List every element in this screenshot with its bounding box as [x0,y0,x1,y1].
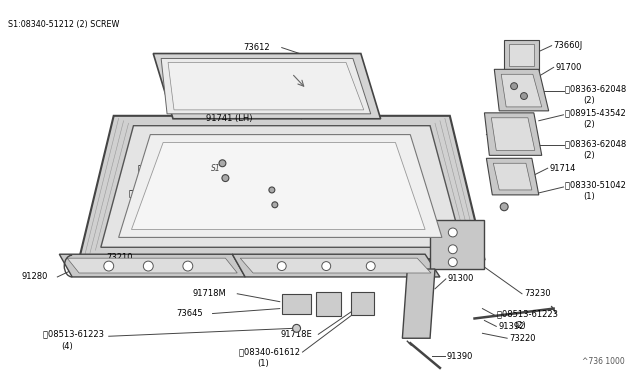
Polygon shape [351,292,374,314]
Text: Ⓢ​08513-61223: Ⓢ​08513-61223 [497,309,558,318]
Text: 91390: 91390 [447,352,473,360]
Polygon shape [161,58,371,114]
Text: 91741 (LH): 91741 (LH) [205,114,252,123]
Text: (4): (4) [156,176,168,185]
Circle shape [500,203,508,211]
Text: (2): (2) [514,321,526,330]
Text: 91746M: 91746M [310,208,344,217]
Polygon shape [504,40,539,71]
Polygon shape [430,219,484,269]
Text: 73220: 73220 [509,334,536,343]
Circle shape [183,261,193,271]
Text: 73612: 73612 [243,43,270,52]
Polygon shape [494,69,548,111]
Circle shape [520,93,527,99]
Text: 73660J: 73660J [554,41,583,50]
Text: Ⓢ​08363-62048: Ⓢ​08363-62048 [566,139,627,148]
Text: Ⓜ​08915-43542: Ⓜ​08915-43542 [566,108,626,117]
Polygon shape [168,62,364,110]
Polygon shape [492,118,535,150]
Text: 91718M: 91718M [193,289,227,298]
Text: 91710: 91710 [494,126,521,135]
Text: (2): (2) [583,151,595,160]
Text: 73630: 73630 [194,217,221,226]
Text: 91714: 91714 [550,164,576,173]
Text: 73230: 73230 [524,289,550,298]
Circle shape [272,202,278,208]
Text: 91392: 91392 [499,322,525,331]
Polygon shape [282,294,312,314]
Circle shape [222,174,229,182]
Text: 91660: 91660 [229,71,256,80]
Text: (4): (4) [61,341,73,351]
Text: (4): (4) [148,200,160,209]
Polygon shape [240,258,431,273]
Circle shape [449,258,457,267]
Circle shape [269,187,275,193]
Text: Ⓢ​08310-51042: Ⓢ​08310-51042 [129,189,189,198]
Polygon shape [67,258,237,273]
Text: 73656M (RH): 73656M (RH) [193,136,248,145]
Text: (1): (1) [257,359,269,368]
Circle shape [219,160,226,167]
Text: (2): (2) [583,120,595,129]
Text: 73645: 73645 [176,309,203,318]
Text: S1: S1 [211,164,220,173]
Text: 91300: 91300 [448,275,474,283]
Polygon shape [316,292,341,317]
Text: Ⓢ​08513-61223: Ⓢ​08513-61223 [44,330,104,339]
Text: Ⓢ​08363-62048: Ⓢ​08363-62048 [566,84,627,94]
Polygon shape [484,113,541,155]
Text: 73657M (LH): 73657M (LH) [193,148,247,157]
Polygon shape [493,163,532,190]
Text: 73210: 73210 [107,253,133,262]
Circle shape [104,261,114,271]
Polygon shape [118,135,442,237]
Text: Ⓢ​08340-61612: Ⓢ​08340-61612 [239,347,300,357]
Circle shape [143,261,153,271]
Text: (1): (1) [583,192,595,201]
Text: Ⓜ​08915-43542: Ⓜ​08915-43542 [138,164,199,173]
Circle shape [511,83,518,90]
Polygon shape [153,54,381,119]
Circle shape [292,324,301,332]
Polygon shape [403,269,435,338]
Text: 91280: 91280 [22,272,48,282]
Polygon shape [232,254,440,277]
Polygon shape [101,126,463,247]
Polygon shape [131,142,425,230]
Circle shape [322,262,331,270]
Text: (2): (2) [583,96,595,106]
Text: 91718E: 91718E [281,330,312,339]
Polygon shape [79,116,484,259]
Text: Ⓢ​08330-51042: Ⓢ​08330-51042 [566,180,627,189]
Circle shape [366,262,375,270]
Circle shape [449,245,457,254]
Polygon shape [60,254,245,277]
Polygon shape [486,158,539,195]
Text: 91740 (RH): 91740 (RH) [205,102,253,110]
Polygon shape [501,74,541,107]
Circle shape [277,262,286,270]
Circle shape [449,228,457,237]
Text: 73111: 73111 [372,190,398,199]
Polygon shape [509,44,534,66]
Text: 91700: 91700 [556,63,582,72]
Text: ^736 1000: ^736 1000 [582,357,625,366]
Text: S1:08340-51212 (2) SCREW: S1:08340-51212 (2) SCREW [8,20,119,29]
